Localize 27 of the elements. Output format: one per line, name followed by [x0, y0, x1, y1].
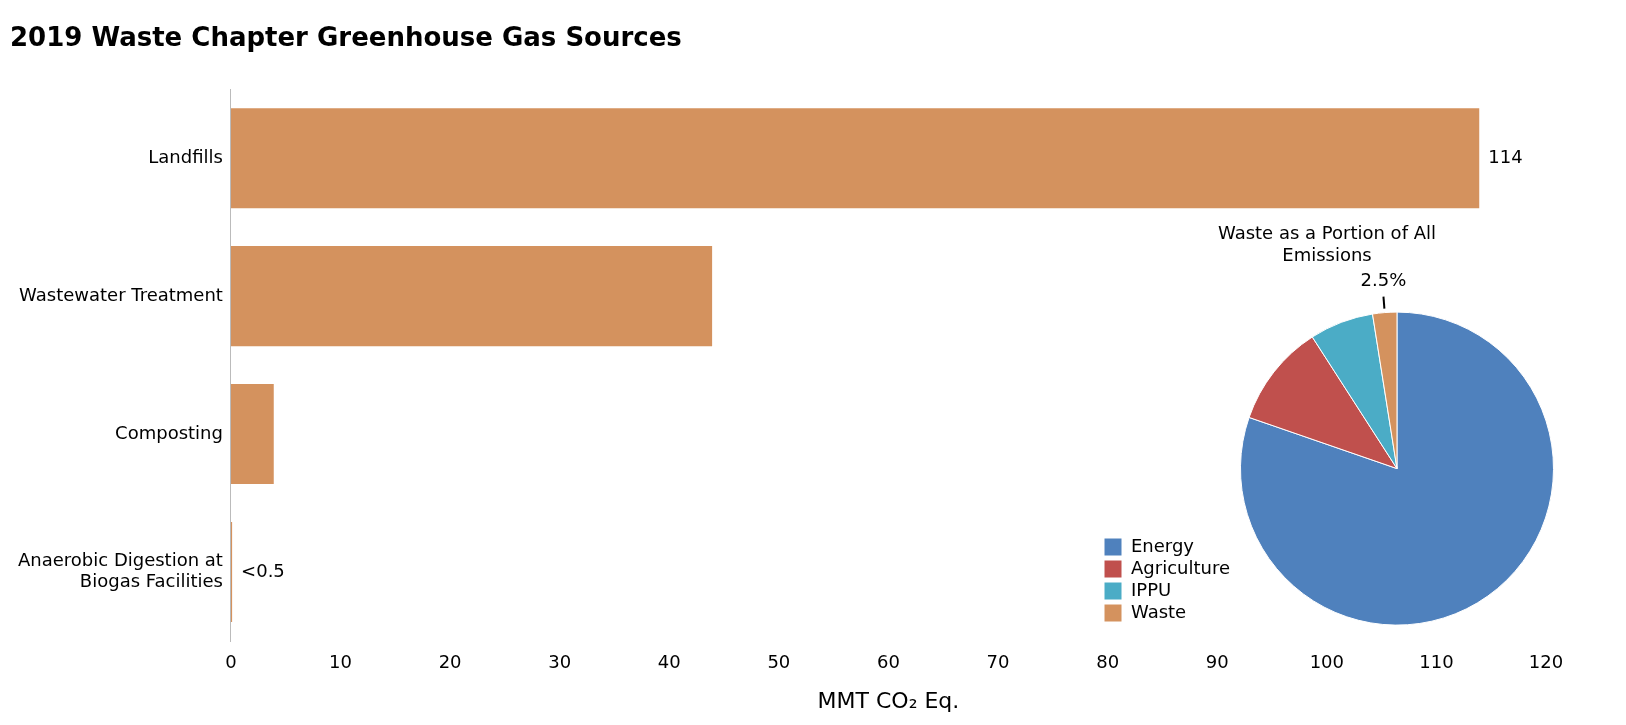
x-tick-label: 100 [1309, 651, 1344, 673]
y-tick-label: Landfills [148, 145, 223, 167]
x-tick-label: 70 [986, 651, 1010, 673]
y-tick-label: Composting [115, 421, 223, 443]
legend-label: Agriculture [1131, 556, 1230, 578]
data-label: 114 [1488, 145, 1523, 167]
y-tick-label: Anaerobic Digestion at Biogas Facilities [18, 548, 223, 592]
data-label: <0.5 [241, 559, 285, 581]
x-tick-label: 20 [438, 651, 462, 673]
x-tick-label: 50 [767, 651, 791, 673]
chart-title: Waste as a Portion of All Emissions [1217, 222, 1437, 266]
legend-label: Energy [1131, 534, 1195, 556]
x-tick-label: 0 [225, 651, 237, 673]
x-tick-label: 120 [1528, 651, 1564, 673]
x-tick-label: 30 [548, 651, 572, 673]
x-tick-label: 10 [329, 651, 352, 673]
chart-title: 2019 Waste Chapter Greenhouse Gas Sources [10, 22, 682, 53]
x-tick-label: 40 [657, 651, 681, 673]
x-tick-label: 110 [1419, 651, 1454, 673]
x-axis-title: MMT CO₂ Eq. [817, 687, 960, 713]
x-tick-label: 90 [1205, 651, 1229, 673]
x-tick-label: 60 [877, 651, 900, 673]
legend-label: IPPU [1131, 578, 1172, 600]
y-tick-label: Wastewater Treatment [19, 283, 223, 305]
x-tick-label: 80 [1096, 651, 1120, 673]
data-label: 2.5% [1360, 269, 1407, 291]
legend-label: Waste [1131, 600, 1187, 622]
